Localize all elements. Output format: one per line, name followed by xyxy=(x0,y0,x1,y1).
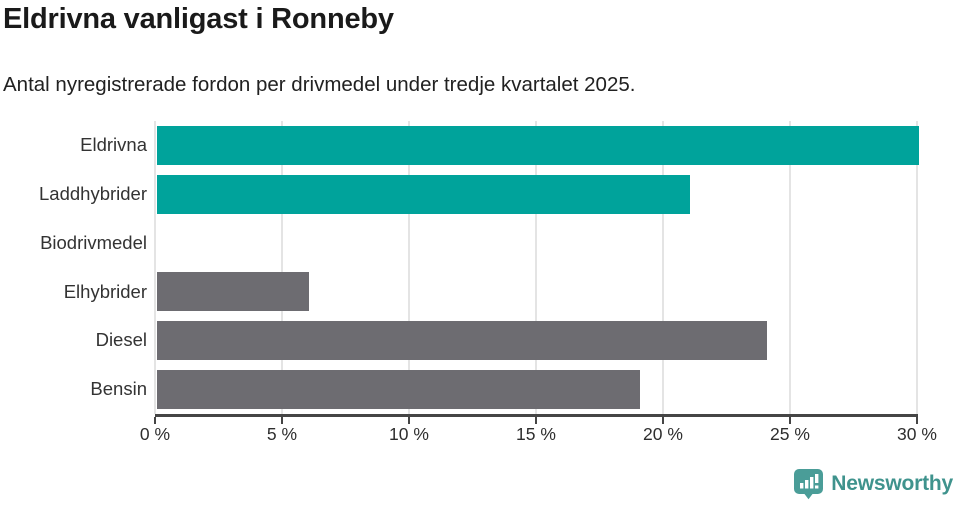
x-tick-label-20: 20 % xyxy=(643,424,683,444)
bar-diesel xyxy=(157,321,767,361)
bar-laddhybrider xyxy=(157,174,690,214)
bar-bensin xyxy=(157,370,640,410)
y-axis-labels: Eldrivna Laddhybrider Biodrivmedel Elhybrid… xyxy=(0,121,147,414)
x-tick-15 xyxy=(535,417,537,424)
x-tick-label-15: 15 % xyxy=(516,424,556,444)
bar-eldrivna xyxy=(157,125,919,165)
x-tick-0 xyxy=(154,417,156,424)
y-axis-label-diesel: Diesel xyxy=(95,329,147,351)
x-tick-10 xyxy=(408,417,410,424)
x-axis-line xyxy=(155,414,918,417)
y-axis-label-bensin: Bensin xyxy=(90,378,147,400)
x-tick-label-25: 25 % xyxy=(770,424,810,444)
y-axis-label-biodrivmedel: Biodrivmedel xyxy=(40,231,147,253)
gridline-20 xyxy=(662,121,664,414)
x-tick-label-10: 10 % xyxy=(389,424,429,444)
gridline-10 xyxy=(408,121,410,414)
x-tick-label-0: 0 % xyxy=(139,424,171,444)
branding: Newsworthy xyxy=(793,468,953,500)
gridline-15 xyxy=(535,121,537,414)
x-tick-label-30: 30 % xyxy=(897,424,937,444)
gridline-30 xyxy=(916,121,918,414)
logo-text: Newsworthy xyxy=(831,472,953,495)
x-tick-5 xyxy=(281,417,283,424)
x-tick-20 xyxy=(662,417,664,424)
x-tick-25 xyxy=(789,417,791,424)
gridline-0 xyxy=(154,121,156,414)
newsworthy-chart-bubble-icon xyxy=(793,468,824,500)
plot-area: 0 % 5 % 10 % 15 % 20 % 25 % 30 % xyxy=(140,121,937,444)
x-tick-label-5: 5 % xyxy=(266,424,298,444)
y-axis-label-eldrivna: Eldrivna xyxy=(80,134,147,155)
gridline-5 xyxy=(281,121,283,414)
y-axis-label-laddhybrider: Laddhybrider xyxy=(39,182,147,204)
bar-elhybrider xyxy=(157,272,309,312)
x-tick-30 xyxy=(916,417,918,424)
chart-title: Eldrivna vanligast i Ronneby xyxy=(3,3,394,35)
y-axis-label-elhybrider: Elhybrider xyxy=(63,280,147,302)
gridline-25 xyxy=(789,121,791,414)
chart-subtitle: Antal nyregistrerade fordon per drivmede… xyxy=(3,73,636,96)
